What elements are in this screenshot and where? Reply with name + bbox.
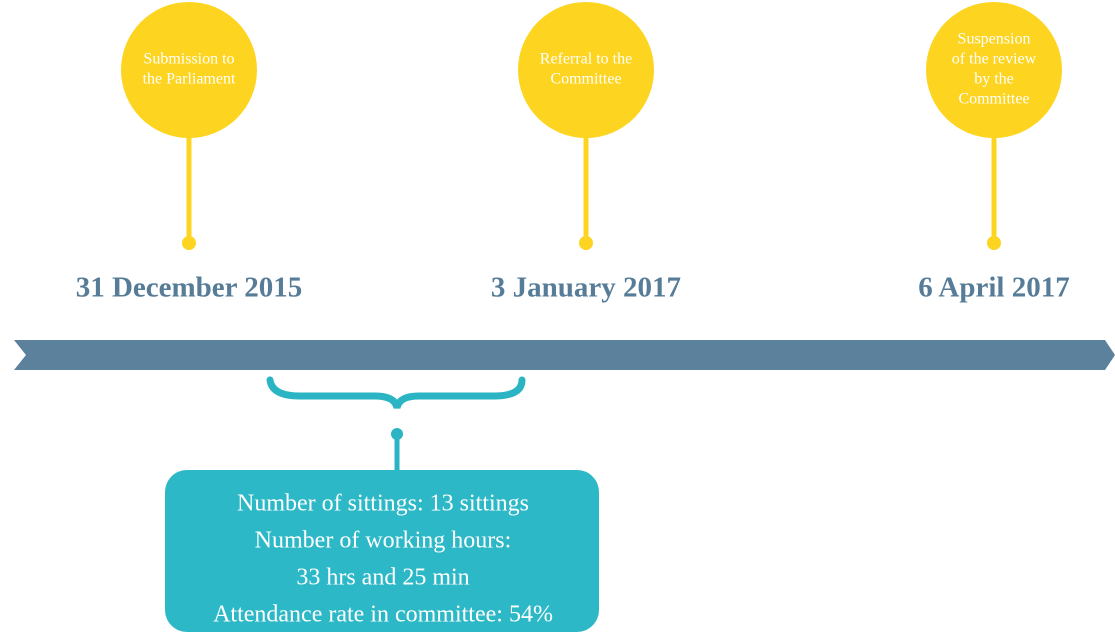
- stat-line: Number of sittings: 13 sittings: [237, 491, 529, 517]
- timeline-arrow: [14, 340, 1115, 370]
- event-circle: [518, 2, 654, 138]
- event-date: 31 December 2015: [76, 272, 303, 304]
- stat-line: Number of working hours:: [255, 528, 512, 554]
- event-label: of the review: [952, 51, 1037, 68]
- dot: [182, 236, 196, 250]
- event-label: by the: [974, 71, 1014, 88]
- dot: [987, 236, 1001, 250]
- event-label: Referral to the: [540, 51, 632, 68]
- event-label: Submission to: [143, 51, 234, 68]
- event-label: Suspension: [958, 31, 1031, 48]
- stats-box: [165, 470, 599, 632]
- event-date: 6 April 2017: [918, 272, 1069, 304]
- event-circle: [926, 2, 1062, 138]
- event-label: the Parliament: [143, 71, 236, 88]
- event-date: 3 January 2017: [491, 272, 681, 304]
- dot: [579, 236, 593, 250]
- brace: [266, 376, 526, 409]
- stat-line: 33 hrs and 25 min: [296, 565, 469, 591]
- stat-line: Attendance rate in committee: 54%: [213, 602, 553, 628]
- event-circle: [121, 2, 257, 138]
- event-label: Committee: [958, 91, 1029, 108]
- event-label: Committee: [550, 71, 621, 88]
